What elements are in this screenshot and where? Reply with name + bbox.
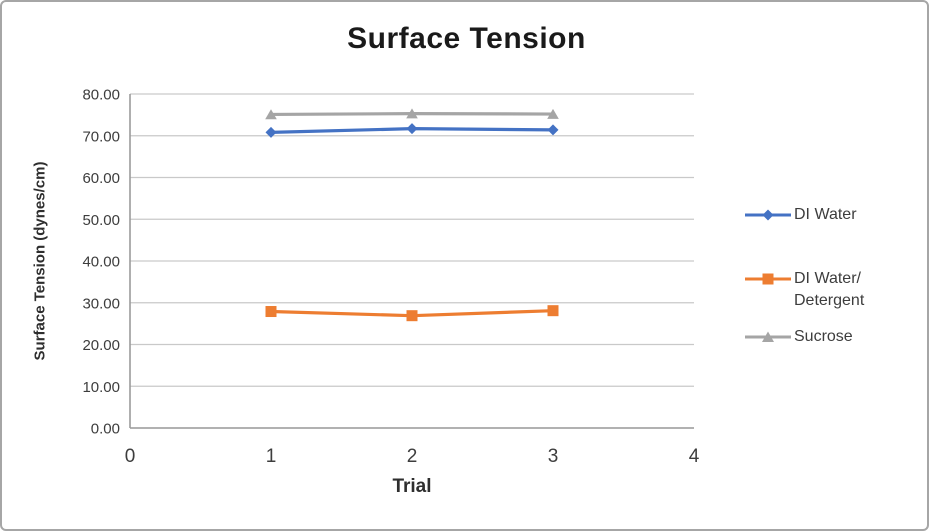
legend-item-di-water-detergent: DI Water/ Detergent [744,268,864,312]
x-tick-label: 3 [548,446,559,467]
chart-title: Surface Tension [347,22,586,55]
legend-label-di-water-detergent: DI Water/ Detergent [792,268,864,312]
data-point-di-water-detergent [406,310,418,322]
data-point-di-water [265,126,277,138]
y-tick-label: 40.00 [82,254,120,271]
x-tick-label: 1 [266,446,277,467]
legend-label-sucrose: Sucrose [792,326,853,348]
data-point-sucrose [265,109,277,120]
legend-marker-square-icon [745,273,791,285]
legend-marker-diamond-icon [745,209,791,221]
data-point-di-water [406,123,418,135]
legend-marker-triangle-icon [745,331,791,342]
data-point-sucrose [547,108,559,119]
y-tick-label: 0.00 [91,421,120,438]
data-point-di-water-detergent [265,306,277,318]
y-axis-title: Surface Tension (dynes/cm) [31,161,49,361]
legend-item-sucrose: Sucrose [744,326,853,348]
x-axis-title: Trial [392,476,432,497]
y-tick-label: 70.00 [82,128,120,145]
legend-label-line: Detergent [794,292,865,309]
x-tick-label: 0 [125,446,136,467]
x-tick-label: 2 [407,446,418,467]
y-tick-label: 20.00 [82,337,120,354]
y-tick-label: 10.00 [82,379,120,396]
y-tick-label: 60.00 [82,170,120,187]
legend-label-line: DI Water/ [794,270,861,287]
y-tick-label: 50.00 [82,212,120,229]
y-tick-label: 30.00 [82,295,120,312]
x-tick-label: 4 [689,446,700,467]
legend-item-di-water: DI Water [744,204,857,226]
legend-label-line: DI Water [794,206,857,223]
y-tick-label: 80.00 [82,87,120,104]
legend-label-line: Sucrose [794,328,853,345]
data-point-sucrose [406,108,418,119]
data-point-di-water [547,124,559,136]
legend-label-di-water: DI Water [792,204,857,226]
data-point-di-water-detergent [547,305,559,317]
